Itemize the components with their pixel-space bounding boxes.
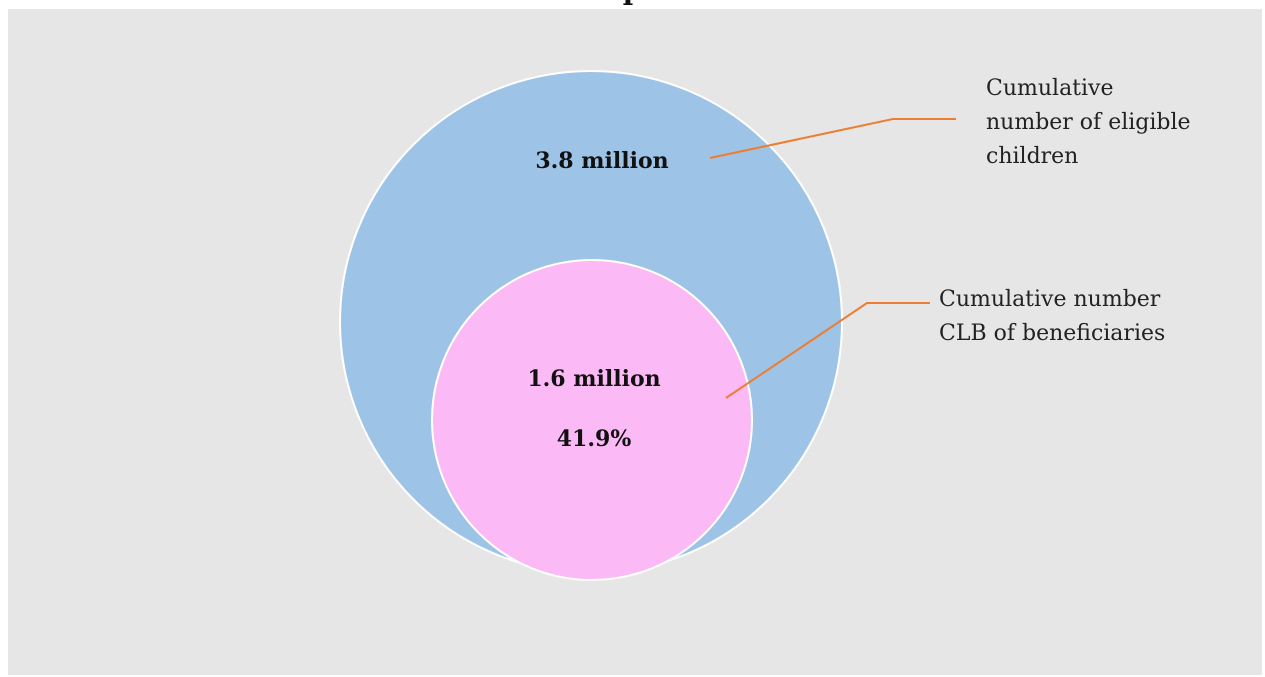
eligible-callout-line-2: number of eligible	[986, 110, 1191, 135]
beneficiaries-circle	[431, 259, 753, 581]
eligible-callout-line-3: children	[986, 144, 1078, 169]
beneficiaries-value-label: 1.6 million	[527, 366, 660, 392]
beneficiaries-share-label: 41.9%	[557, 426, 632, 452]
beneficiaries-callout-line-1: Cumulative number	[939, 287, 1161, 312]
chart-title: p	[0, 0, 1265, 10]
eligible-callout-line-1: Cumulative	[986, 76, 1114, 101]
beneficiaries-callout-text: Cumulative number CLB of beneficiaries	[939, 287, 1167, 346]
beneficiaries-callout-line-2: CLB of beneficiaries	[939, 321, 1165, 346]
eligible-callout-line	[709, 118, 956, 159]
beneficiaries-callout-line	[725, 302, 930, 399]
eligible-value-label: 3.8 million	[535, 148, 668, 174]
eligible-callout-text: Cumulative number of eligible children	[986, 76, 1198, 169]
